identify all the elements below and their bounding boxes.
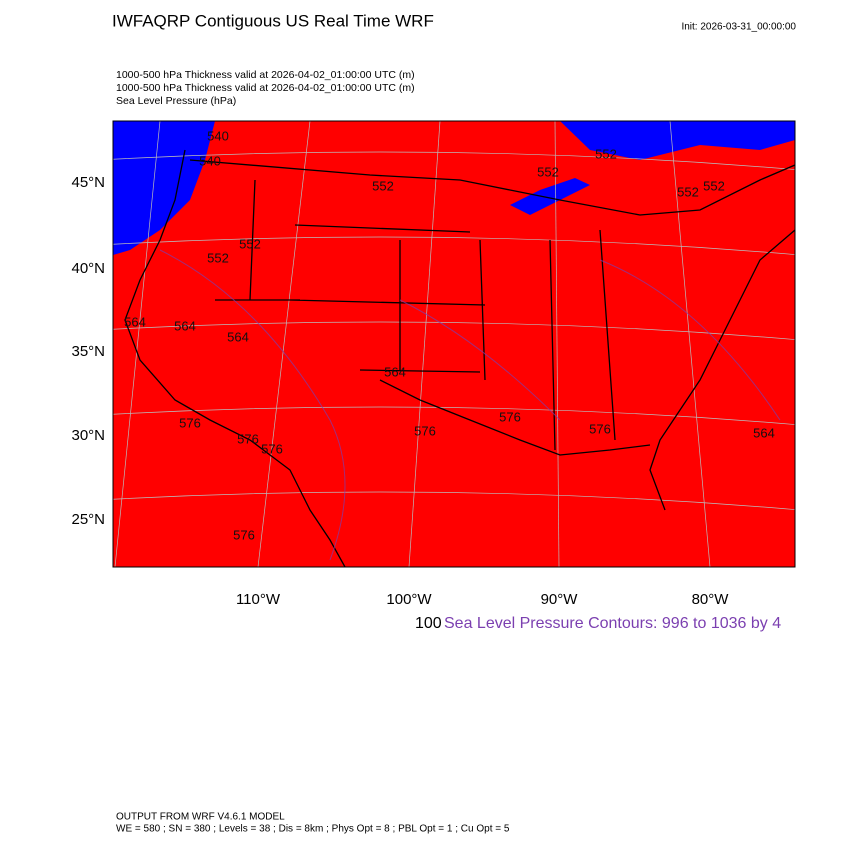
- graticule: [113, 121, 795, 567]
- cold-region: [510, 178, 590, 215]
- contour-label: 564: [384, 364, 406, 379]
- lat-label: 25°N: [71, 511, 105, 528]
- contour-label: 540: [199, 153, 221, 168]
- lon-label: 80°W: [692, 591, 730, 608]
- pressure-contours: [159, 249, 781, 561]
- contour-label: 564: [227, 329, 249, 344]
- contour-label: 576: [179, 415, 201, 430]
- contour-label: 576: [589, 421, 611, 436]
- hidden-label: 100: [415, 615, 442, 632]
- map-frame: [112, 120, 796, 568]
- lat-label: 30°N: [71, 427, 105, 444]
- contour-label: 576: [499, 409, 521, 424]
- lat-label: 35°N: [71, 343, 105, 360]
- boundaries: [124, 149, 795, 567]
- field-label: 1000-500 hPa Thickness valid at 2026-04-…: [116, 69, 415, 81]
- field-label: Sea Level Pressure (hPa): [116, 95, 236, 107]
- lon-label: 100°W: [386, 591, 432, 608]
- lon-label: 110°W: [236, 591, 281, 608]
- init-time: Init: 2026-03-31_00:00:00: [681, 22, 796, 33]
- contour-label: 540: [207, 128, 229, 143]
- map: 45°N40°N35°N30°N25°N 110°W 100°W 90°W 80°W …: [71, 120, 796, 608]
- contour-label: 552: [207, 250, 229, 265]
- contour-label: 564: [174, 318, 196, 333]
- contour-label: 552: [239, 236, 261, 251]
- lat-label: 45°N: [71, 174, 105, 191]
- label-box: [441, 612, 801, 636]
- contour-label: 552: [595, 146, 617, 161]
- cold-region: [113, 121, 215, 255]
- contour-label: 564: [753, 425, 775, 440]
- footer-model: OUTPUT FROM WRF V4.6.1 MODEL: [116, 812, 285, 823]
- field-label: 1000-500 hPa Thickness valid at 2026-04-…: [116, 82, 415, 94]
- contour-label: 552: [372, 178, 394, 193]
- contour-label: 576: [233, 527, 255, 542]
- cold-region: [560, 121, 795, 160]
- lat-label: 40°N: [71, 260, 105, 277]
- contour-label: 552: [677, 184, 699, 199]
- contour-label: 564: [124, 314, 146, 329]
- contour-label: 576: [414, 423, 436, 438]
- title: IWFAQRP Contiguous US Real Time WRF: [112, 11, 434, 30]
- contour-label: 552: [703, 178, 725, 193]
- lon-label: 90°W: [541, 591, 579, 608]
- contour-label: 576: [261, 441, 283, 456]
- contour-label: 576: [237, 431, 259, 446]
- contour-label: 552: [537, 164, 559, 179]
- footer-settings: WE = 580 ; SN = 380 ; Levels = 38 ; Dis …: [116, 824, 510, 835]
- contour-info: Sea Level Pressure Contours: 996 to 1036…: [444, 615, 781, 632]
